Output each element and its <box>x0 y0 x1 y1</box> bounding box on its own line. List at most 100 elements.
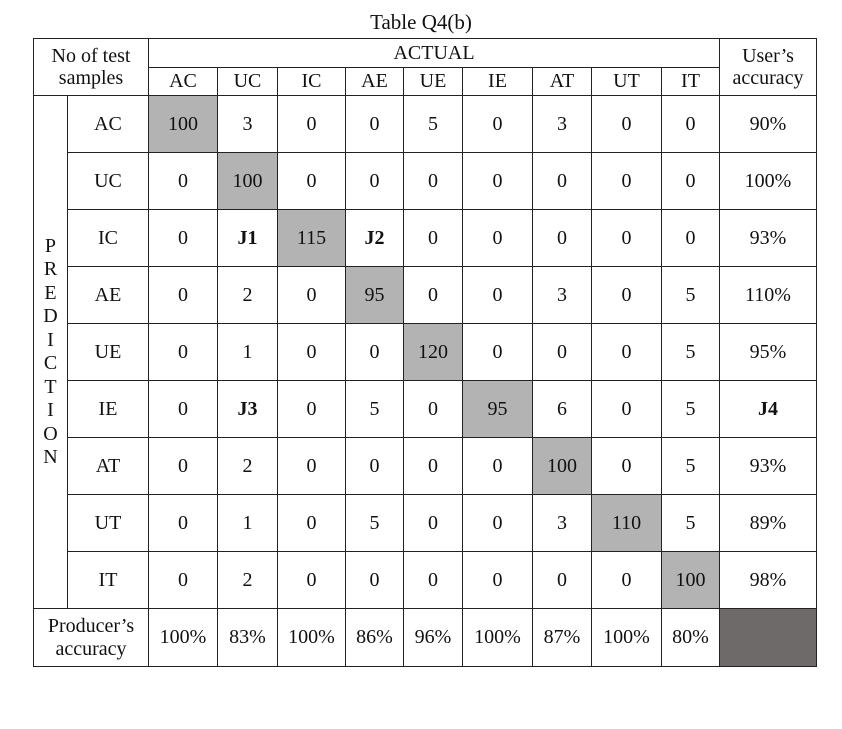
diagonal-cell: 100 <box>148 95 218 153</box>
row-header-at: AT <box>67 437 149 495</box>
matrix-cell: 0 <box>403 551 463 609</box>
table-caption: Table Q4(b) <box>370 10 472 34</box>
matrix-cell: 5 <box>661 323 720 381</box>
matrix-cell: 5 <box>661 494 720 552</box>
producers-accuracy-cell: 83% <box>217 608 278 667</box>
table-row: AT 0 2 0 0 0 0 100 0 5 93% <box>34 437 817 495</box>
confusion-matrix-table: No of test samples ACTUAL User’s accurac… <box>33 38 817 667</box>
producers-accuracy-line1: Producer’s <box>47 615 135 638</box>
diagonal-cell: 120 <box>403 323 463 381</box>
matrix-cell: 0 <box>403 380 463 438</box>
matrix-cell: 3 <box>217 95 278 153</box>
producers-accuracy-cell: 100% <box>462 608 533 667</box>
matrix-cell: 0 <box>148 380 218 438</box>
corner-header: No of test samples <box>33 38 149 96</box>
matrix-cell: 0 <box>277 266 346 324</box>
users-accuracy-line2: accuracy <box>732 67 804 89</box>
matrix-cell: 0 <box>345 323 404 381</box>
prediction-letter: N <box>43 446 58 468</box>
matrix-cell: J2 <box>345 209 404 267</box>
row-header-uc: UC <box>67 152 149 210</box>
row-header-ae: AE <box>67 266 149 324</box>
matrix-cell: 0 <box>148 323 218 381</box>
matrix-cell: 0 <box>148 152 218 210</box>
prediction-letter: D <box>43 305 58 327</box>
matrix-cell: 1 <box>217 323 278 381</box>
prediction-letter: T <box>44 375 57 398</box>
matrix-cell: 0 <box>345 152 404 210</box>
column-header-uc: UC <box>217 67 278 96</box>
users-accuracy-cell: 90% <box>719 95 817 153</box>
diagonal-cell: 115 <box>277 209 346 267</box>
column-header-ic: IC <box>277 67 346 96</box>
corner-label-line1: No of test <box>51 44 131 67</box>
row-header-ue: UE <box>67 323 149 381</box>
prediction-letter: O <box>43 422 58 445</box>
matrix-cell: 0 <box>345 437 404 495</box>
producers-accuracy-cell: 100% <box>277 608 346 667</box>
row-header-ie: IE <box>67 380 149 438</box>
row-header-it: IT <box>67 551 149 609</box>
prediction-letter: I <box>47 328 54 351</box>
column-header-ue: UE <box>403 67 463 96</box>
matrix-cell: 0 <box>591 95 662 153</box>
table-row: AE 0 2 0 95 0 0 3 0 5 110% <box>34 266 817 324</box>
producers-accuracy-row: Producer’s accuracy 100% 83% 100% 86% 96% 100% 8… <box>33 608 817 667</box>
prediction-letter: R <box>43 258 58 280</box>
producers-accuracy-cell: 86% <box>345 608 404 667</box>
producers-accuracy-header: Producer’s accuracy <box>33 608 149 667</box>
matrix-cell: 0 <box>148 266 218 324</box>
matrix-cell: 3 <box>532 95 592 153</box>
users-accuracy-cell: 100% <box>719 152 817 210</box>
producers-accuracy-cell: 80% <box>661 608 720 667</box>
column-header-ae: AE <box>345 67 404 96</box>
diagonal-cell: 95 <box>345 266 404 324</box>
matrix-cell: 0 <box>462 95 533 153</box>
matrix-cell: 0 <box>462 494 533 552</box>
matrix-cell: 6 <box>532 380 592 438</box>
diagonal-cell: 100 <box>217 152 278 210</box>
users-accuracy-cell: J4 <box>719 380 817 438</box>
matrix-cell: 0 <box>403 437 463 495</box>
matrix-cell: J3 <box>217 380 278 438</box>
table-row: IE 0 J3 0 5 0 95 6 0 5 J4 <box>34 380 817 438</box>
matrix-cell: 2 <box>217 551 278 609</box>
users-accuracy-cell: 93% <box>719 209 817 267</box>
matrix-cell: 5 <box>403 95 463 153</box>
matrix-cell: 0 <box>345 551 404 609</box>
matrix-cell: 1 <box>217 494 278 552</box>
diagonal-cell: 100 <box>661 551 720 609</box>
column-header-ut: UT <box>591 67 662 96</box>
matrix-cell: 0 <box>462 437 533 495</box>
matrix-cell: 0 <box>462 266 533 324</box>
matrix-cell: 0 <box>403 209 463 267</box>
matrix-cell: 0 <box>532 551 592 609</box>
column-header-at: AT <box>532 67 592 96</box>
table-row: UC 0 100 0 0 0 0 0 0 0 100% <box>34 152 817 210</box>
prediction-letter: E <box>44 281 57 304</box>
matrix-cell: 0 <box>148 494 218 552</box>
matrix-cell: 0 <box>462 551 533 609</box>
header-row-top: No of test samples ACTUAL User’s accurac… <box>33 38 817 96</box>
diagonal-cell: 110 <box>591 494 662 552</box>
matrix-cell: 0 <box>462 209 533 267</box>
matrix-cell: J1 <box>217 209 278 267</box>
shaded-corner-cell <box>719 608 817 667</box>
users-accuracy-line1: User’s <box>742 44 794 67</box>
matrix-cell: 3 <box>532 266 592 324</box>
producers-accuracy-line2: accuracy <box>55 637 127 660</box>
matrix-cell: 0 <box>277 437 346 495</box>
matrix-cell: 0 <box>661 152 720 210</box>
producers-accuracy-cell: 87% <box>532 608 592 667</box>
users-accuracy-header: User’s accuracy <box>719 38 817 96</box>
matrix-cell: 0 <box>661 95 720 153</box>
row-header-ac: AC <box>67 95 149 153</box>
matrix-cell: 0 <box>532 152 592 210</box>
matrix-cell: 0 <box>591 380 662 438</box>
matrix-cell: 0 <box>403 266 463 324</box>
matrix-cell: 3 <box>532 494 592 552</box>
users-accuracy-cell: 95% <box>719 323 817 381</box>
row-header-ut: UT <box>67 494 149 552</box>
matrix-cell: 0 <box>277 551 346 609</box>
